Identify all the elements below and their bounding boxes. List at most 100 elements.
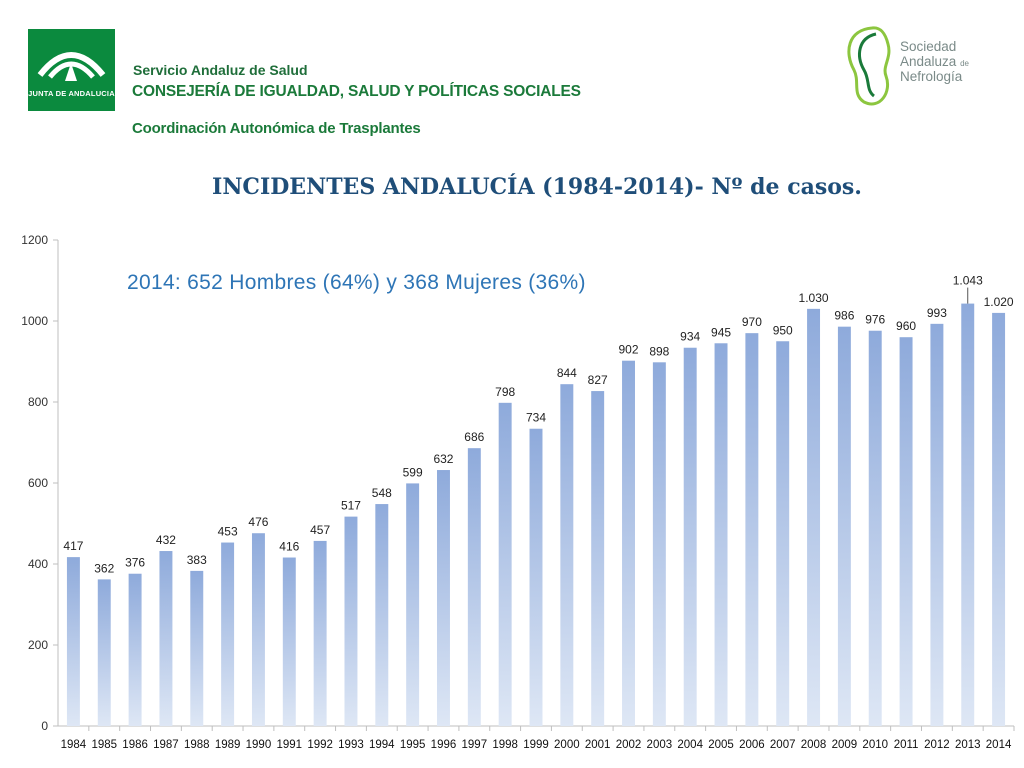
x-tick-label: 2010: [862, 739, 888, 751]
bar: [437, 470, 450, 726]
data-label: 1.043: [953, 274, 983, 288]
y-tick-label: 1200: [21, 233, 48, 247]
chart-bars: [66, 303, 1006, 726]
data-label: 1.020: [984, 295, 1014, 309]
chart-title: INCIDENTES ANDALUCÍA (1984-2014)- Nº de …: [212, 174, 862, 200]
data-label: 1.030: [799, 291, 829, 305]
kidney-emblem-icon: [847, 26, 891, 106]
bar: [128, 573, 142, 726]
bar: [560, 384, 574, 726]
data-label: 362: [94, 561, 114, 575]
data-label: 453: [218, 525, 238, 539]
data-label: 945: [711, 325, 731, 339]
bar: [313, 540, 327, 726]
chart-annotation: 2014: 652 Hombres (64%) y 368 Mujeres (3…: [127, 271, 586, 294]
bar: [714, 343, 728, 726]
data-label: 898: [649, 344, 669, 358]
bar: [282, 557, 296, 726]
data-label: 417: [63, 539, 83, 553]
bar: [776, 341, 790, 726]
x-tick-label: 1996: [431, 739, 457, 751]
bar: [622, 360, 635, 726]
bar: [745, 333, 759, 726]
bar: [652, 362, 666, 726]
y-tick-label: 800: [28, 395, 48, 409]
bar: [961, 303, 975, 726]
bar: [899, 337, 913, 726]
sociedad-line2-wrap: Andaluza de: [900, 55, 969, 71]
data-label: 993: [927, 306, 947, 320]
data-label: 798: [495, 385, 515, 399]
x-tick-label: 2000: [554, 739, 580, 751]
x-tick-label: 2003: [647, 739, 673, 751]
bar: [190, 570, 204, 726]
bar: [529, 428, 543, 726]
y-tick-label: 0: [41, 719, 48, 733]
data-label: 376: [125, 556, 145, 570]
data-label: 432: [156, 533, 176, 547]
data-label: 734: [526, 411, 546, 425]
bar: [221, 542, 235, 726]
x-tick-label: 1984: [61, 739, 87, 751]
chart-y-tick-labels: 0 200 400 600 800 1000 1200: [21, 233, 48, 733]
bar: [159, 551, 173, 726]
x-tick-label: 1997: [462, 739, 488, 751]
data-label: 934: [680, 330, 700, 344]
y-tick-label: 600: [28, 476, 48, 490]
x-tick-label: 2011: [894, 739, 919, 751]
bar: [66, 557, 80, 726]
sociedad-line2-suffix: de: [960, 59, 969, 68]
x-tick-label: 1992: [307, 739, 333, 751]
data-label: 686: [464, 430, 484, 444]
bar: [807, 308, 821, 726]
x-tick-label: 2005: [708, 739, 734, 751]
bar: [467, 448, 481, 726]
data-label: 976: [865, 313, 885, 327]
data-label: 632: [433, 452, 453, 466]
bar: [375, 504, 389, 726]
org-ministry-name: CONSEJERÍA DE IGUALDAD, SALUD Y POLÍTICA…: [132, 83, 581, 100]
bar: [992, 312, 1006, 726]
x-tick-label: 2002: [616, 739, 642, 751]
x-tick-label: 2004: [677, 739, 703, 751]
x-tick-label: 1993: [338, 739, 364, 751]
x-tick-label: 1988: [184, 739, 210, 751]
x-tick-label: 2009: [832, 739, 858, 751]
x-tick-label: 1985: [91, 739, 117, 751]
x-tick-label: 2001: [585, 739, 611, 751]
chart-value-labels: 417 362 376 432 383 453 476 416 457 517 548 599 632 6…: [63, 274, 1014, 576]
x-tick-label: 1989: [215, 739, 241, 751]
x-tick-label: 1986: [122, 739, 148, 751]
x-tick-label: 1990: [246, 739, 272, 751]
junta-de-andalucia-logo: JUNTA DE ANDALUCIA: [28, 29, 115, 111]
data-label: 599: [403, 465, 423, 479]
x-tick-label: 1999: [523, 739, 549, 751]
data-label: 476: [248, 515, 268, 529]
data-label: 383: [187, 553, 207, 567]
y-tick-label: 200: [28, 638, 48, 652]
bar: [837, 326, 851, 726]
bar: [251, 533, 265, 726]
x-tick-label: 2008: [801, 739, 827, 751]
x-tick-label: 2013: [955, 739, 981, 751]
x-tick-label: 2007: [770, 739, 796, 751]
data-label: 902: [619, 343, 639, 357]
x-tick-label: 1987: [153, 739, 179, 751]
x-tick-label: 2012: [924, 739, 950, 751]
x-tick-label: 1998: [492, 739, 518, 751]
data-label: 970: [742, 315, 762, 329]
bar: [344, 516, 358, 726]
x-tick-label: 1991: [276, 739, 302, 751]
org-coordination-name: Coordinación Autonómica de Trasplantes: [132, 120, 421, 137]
x-tick-label: 2014: [986, 739, 1012, 751]
org-service-name: Servicio Andaluz de Salud: [133, 62, 308, 78]
sociedad-andaluza-nefrologia-logo: Sociedad Andaluza de Nefrología: [842, 22, 992, 107]
sociedad-line2: Andaluza: [900, 54, 957, 69]
junta-emblem-icon: [37, 52, 106, 81]
data-label: 457: [310, 523, 330, 537]
bar: [868, 330, 882, 726]
data-label: 517: [341, 499, 361, 513]
data-label: 416: [279, 540, 299, 554]
data-label: 548: [372, 486, 392, 500]
data-label: 950: [773, 323, 793, 337]
